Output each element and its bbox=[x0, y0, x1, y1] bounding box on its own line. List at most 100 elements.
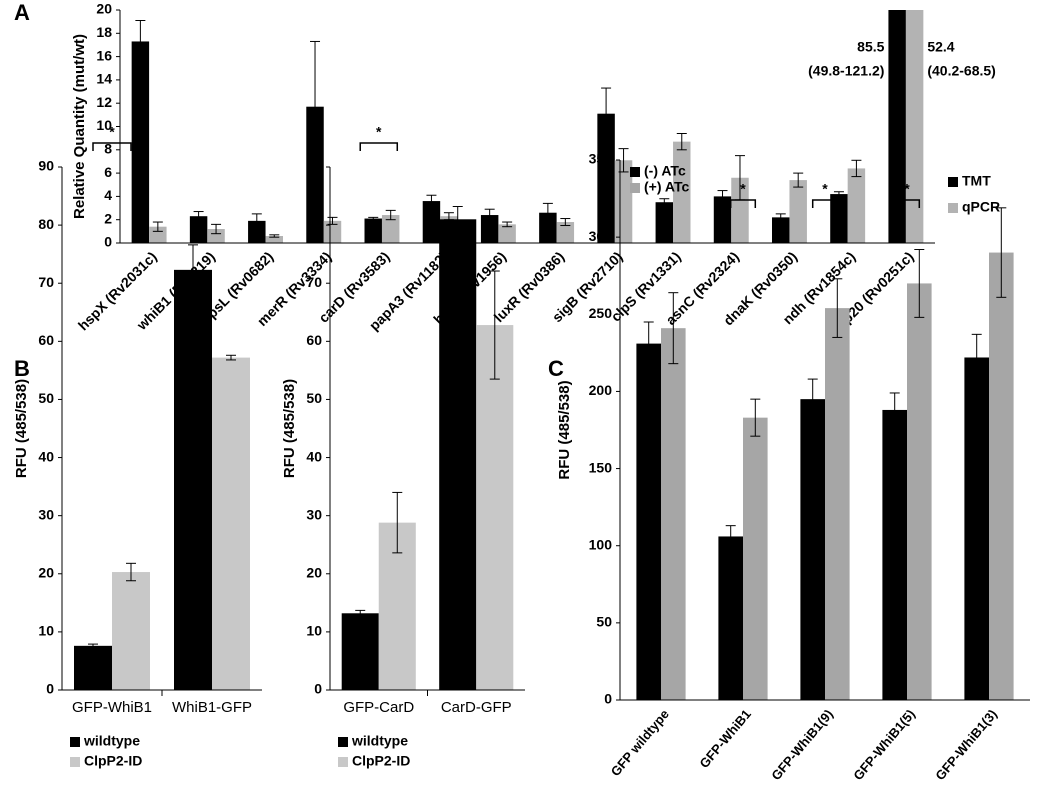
bar bbox=[661, 328, 686, 700]
y-tick-label: 80 bbox=[38, 216, 54, 232]
error-bar bbox=[452, 206, 463, 233]
significance-bracket bbox=[893, 199, 921, 208]
significance-label: * bbox=[376, 124, 382, 140]
bar bbox=[306, 106, 324, 243]
y-tick-label: 6 bbox=[104, 164, 112, 180]
legend-swatch bbox=[630, 167, 640, 177]
bar bbox=[964, 357, 989, 700]
error-bar bbox=[643, 321, 654, 366]
legend-label: (-) ATc bbox=[644, 163, 686, 179]
error-bar bbox=[126, 562, 136, 582]
error-bar bbox=[725, 525, 736, 548]
y-tick-label: 20 bbox=[38, 564, 54, 580]
panel: RFU (485/538) 0 10 20 30 40 50 60 70 80 90 GFP-CarD… bbox=[281, 124, 525, 769]
y-tick-label: 90 bbox=[38, 158, 54, 174]
legend-swatch bbox=[338, 757, 348, 767]
error-bar bbox=[269, 234, 280, 238]
error-bar bbox=[996, 207, 1007, 298]
significance-bracket bbox=[729, 199, 757, 208]
bar bbox=[673, 141, 691, 243]
bar bbox=[131, 41, 150, 243]
y-tick-label: 12 bbox=[96, 94, 112, 110]
y-tick-label: 14 bbox=[96, 71, 112, 87]
error-bar bbox=[560, 218, 571, 227]
x-tick-label: WhiB1-GFP bbox=[172, 699, 252, 716]
x-tick-label: GFP wildtype bbox=[608, 706, 672, 779]
y-tick-label: 0 bbox=[46, 681, 54, 697]
bar bbox=[847, 168, 866, 243]
y-tick-label: 8 bbox=[104, 141, 112, 157]
y-tick-label: 200 bbox=[589, 382, 613, 398]
bar bbox=[597, 113, 615, 243]
bar bbox=[830, 194, 848, 243]
bar bbox=[381, 215, 400, 243]
legend-label: TMT bbox=[962, 173, 991, 189]
y-tick-label: 90 bbox=[306, 158, 322, 174]
bar bbox=[713, 196, 732, 243]
bar bbox=[74, 645, 112, 690]
x-tick-label: CarD-GFP bbox=[441, 699, 512, 716]
error-bar bbox=[775, 213, 786, 222]
error-bar bbox=[327, 216, 338, 225]
legend-label: (+) ATc bbox=[644, 179, 689, 195]
x-tick-label: GFP-CarD bbox=[343, 699, 414, 716]
bar bbox=[614, 160, 633, 243]
error-bar bbox=[152, 221, 163, 232]
y-tick-label: 30 bbox=[38, 506, 54, 522]
error-bar bbox=[807, 378, 818, 420]
error-bar bbox=[489, 270, 500, 380]
bars bbox=[341, 219, 514, 690]
bar bbox=[907, 283, 932, 700]
legend-swatch bbox=[70, 737, 80, 747]
bars bbox=[131, 10, 924, 243]
panel-label: C bbox=[548, 356, 564, 381]
annotation: (49.8-121.2) bbox=[808, 63, 884, 79]
bar bbox=[655, 202, 674, 243]
significance-label: * bbox=[822, 181, 828, 197]
bar bbox=[248, 220, 266, 243]
legend-swatch bbox=[948, 203, 958, 213]
y-tick-label: 20 bbox=[306, 564, 322, 580]
bar bbox=[718, 536, 743, 700]
annotation: (40.2-68.5) bbox=[927, 63, 995, 79]
error-bar bbox=[88, 643, 98, 649]
error-bar bbox=[193, 211, 204, 222]
error-bar bbox=[392, 491, 403, 554]
y-tick-label: 100 bbox=[589, 536, 613, 552]
bar bbox=[476, 325, 514, 690]
error-bar bbox=[601, 87, 612, 140]
y-tick-label: 10 bbox=[96, 117, 112, 133]
bar bbox=[905, 10, 924, 243]
error-bar bbox=[310, 40, 321, 173]
error-bar bbox=[668, 292, 679, 365]
error-bar bbox=[426, 194, 437, 208]
error-bar bbox=[211, 223, 222, 235]
bar bbox=[888, 10, 906, 243]
y-tick-label: 60 bbox=[38, 332, 54, 348]
bar bbox=[480, 215, 499, 243]
legend-swatch bbox=[338, 737, 348, 747]
error-bar bbox=[355, 609, 366, 617]
bar bbox=[789, 180, 807, 243]
bar bbox=[556, 222, 575, 243]
significance-bracket bbox=[92, 142, 132, 151]
y-tick-label: 10 bbox=[306, 623, 322, 639]
legend-label: wildtype bbox=[83, 733, 140, 749]
x-tick-label: GFP-WhiB1 bbox=[72, 699, 152, 716]
error-bar bbox=[889, 392, 900, 428]
panel-label: A bbox=[14, 0, 30, 25]
error-bar bbox=[832, 278, 843, 338]
y-tick-label: 30 bbox=[306, 506, 322, 522]
bar bbox=[825, 308, 850, 700]
significance-bracket bbox=[359, 142, 399, 151]
bar bbox=[112, 572, 150, 690]
bar bbox=[341, 613, 379, 690]
bar bbox=[265, 236, 283, 243]
error-bar bbox=[851, 159, 862, 178]
error-bar bbox=[833, 191, 844, 197]
y-tick-label: 40 bbox=[38, 448, 54, 464]
y-tick-label: 50 bbox=[38, 390, 54, 406]
